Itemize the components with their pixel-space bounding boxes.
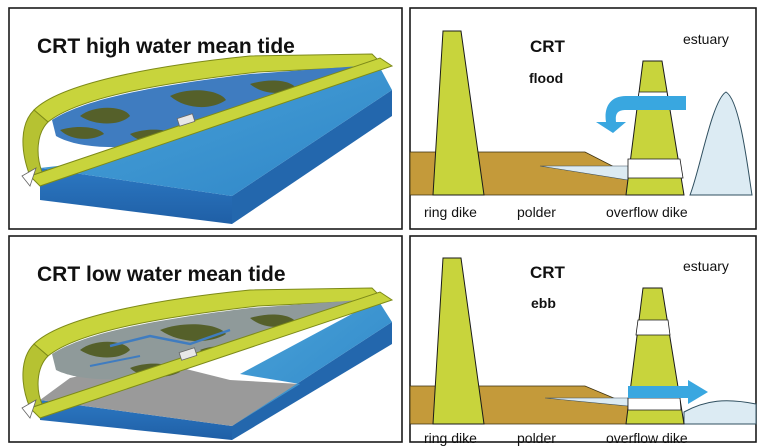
overflow-culvert xyxy=(635,319,671,336)
estuary-wave xyxy=(683,400,757,425)
overflow-dike-label: overflow dike xyxy=(606,204,688,220)
polder-label: polder xyxy=(517,204,556,220)
ring-dike-label: ring dike xyxy=(424,204,477,220)
ring-dike-shape xyxy=(432,257,485,425)
crt-heading: CRT xyxy=(530,263,566,282)
polder-label: polder xyxy=(517,430,556,446)
estuary-label: estuary xyxy=(683,31,729,47)
panel-frame xyxy=(8,7,403,230)
panel-frame xyxy=(409,7,757,230)
panel-low-water: CRT low water mean tide xyxy=(8,235,403,443)
outlet-culvert xyxy=(627,397,682,411)
crt-heading: CRT xyxy=(530,37,566,56)
high-water-3d-model xyxy=(21,53,394,224)
estuary-label: estuary xyxy=(683,258,729,274)
low-water-3d-model xyxy=(21,287,394,440)
panel-high-water: CRT high water mean tide xyxy=(8,7,403,230)
estuary-wave xyxy=(689,91,753,196)
ring-dike-shape xyxy=(432,30,485,196)
ebb-flow-arrow xyxy=(628,380,708,404)
panel-title: CRT high water mean tide xyxy=(37,35,295,58)
inlet-culvert xyxy=(627,158,684,179)
ring-dike-label: ring dike xyxy=(424,430,477,446)
panel-ebb-section: CRT ebb estuary ring dike polder overflo… xyxy=(409,235,757,446)
phase-label: ebb xyxy=(531,295,556,311)
panel-flood-section: CRT flood estuary ring dike polder overf… xyxy=(409,7,757,230)
phase-label: flood xyxy=(529,70,563,86)
overflow-dike-label: overflow dike xyxy=(606,430,688,446)
flood-flow-arrow xyxy=(596,96,686,133)
panel-frame xyxy=(8,235,403,443)
panel-frame xyxy=(409,235,757,443)
panel-title: CRT low water mean tide xyxy=(37,263,286,286)
